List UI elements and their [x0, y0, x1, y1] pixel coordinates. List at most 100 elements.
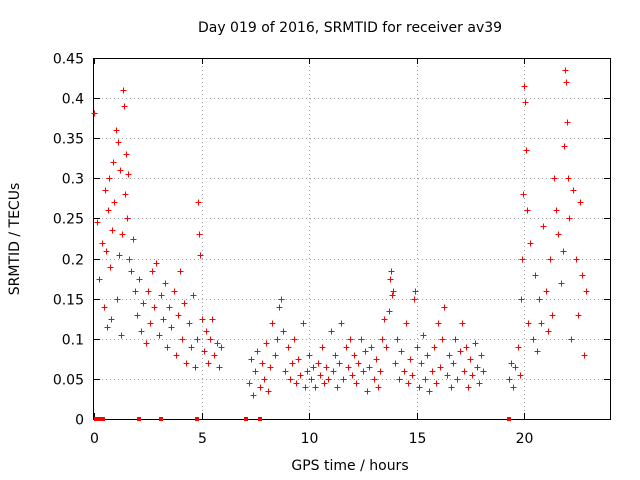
data-point: [577, 199, 584, 206]
data-point: [405, 380, 412, 387]
data-point: [429, 368, 436, 375]
data-point: [519, 256, 526, 263]
data-point: [306, 352, 313, 359]
data-point: [522, 99, 529, 106]
data-point: [110, 159, 117, 166]
data-point: [355, 360, 362, 367]
axis-ticks: [94, 58, 610, 420]
data-point: [101, 304, 108, 311]
data-point: [282, 368, 289, 375]
data-point: [506, 376, 513, 383]
data-point: [183, 360, 190, 367]
y-tick-labels: 0 0.05 0.1 0.15 0.2 0.25 0.3 0.35 0.4 0.45: [53, 52, 84, 429]
data-point: [452, 336, 459, 343]
zero-data-point: [137, 417, 141, 421]
data-point: [252, 368, 259, 375]
data-point: [459, 320, 466, 327]
data-point: [145, 288, 152, 295]
data-point: [195, 199, 202, 206]
data-point: [181, 300, 188, 307]
data-point: [379, 336, 386, 343]
data-point: [360, 368, 367, 375]
data-point: [373, 356, 380, 363]
data-point: [149, 268, 156, 275]
data-point: [461, 368, 468, 375]
data-point: [147, 320, 154, 327]
data-point: [398, 348, 405, 355]
data-point: [536, 296, 543, 303]
data-point: [125, 171, 132, 178]
data-point: [414, 344, 421, 351]
data-point: [121, 103, 128, 110]
data-point: [530, 336, 537, 343]
data-point: [512, 364, 519, 371]
data-point: [297, 372, 304, 379]
data-point: [115, 139, 122, 146]
data-point: [186, 320, 193, 327]
data-point: [323, 364, 330, 371]
data-point: [366, 364, 373, 371]
data-point: [579, 272, 586, 279]
data-point: [518, 296, 525, 303]
zero-data-point: [244, 417, 248, 421]
data-point: [194, 336, 201, 343]
data-point: [476, 380, 483, 387]
data-point: [521, 83, 528, 90]
data-point: [205, 360, 212, 367]
data-point: [412, 288, 419, 295]
data-point: [166, 304, 173, 311]
data-point: [173, 352, 180, 359]
data-point: [319, 344, 326, 351]
data-point: [177, 268, 184, 275]
data-point: [143, 340, 150, 347]
data-point: [274, 336, 281, 343]
data-point: [199, 316, 206, 323]
data-point: [446, 352, 453, 359]
data-point: [444, 372, 451, 379]
data-point: [403, 320, 410, 327]
data-point: [543, 288, 550, 295]
data-point: [134, 312, 141, 319]
data-point: [188, 344, 195, 351]
data-point: [472, 340, 479, 347]
data-point: [91, 110, 98, 117]
data-point: [285, 344, 292, 351]
data-point: [304, 368, 311, 375]
x-tick-label: 15: [409, 431, 427, 447]
data-point: [515, 344, 522, 351]
data-point: [435, 320, 442, 327]
data-point: [538, 320, 545, 327]
data-point: [99, 240, 106, 247]
data-point: [371, 376, 378, 383]
data-point: [104, 324, 111, 331]
data-point: [122, 191, 129, 198]
data-point: [353, 380, 360, 387]
data-point: [289, 360, 296, 367]
data-point: [103, 248, 110, 255]
data-point: [448, 384, 455, 391]
data-point: [338, 320, 345, 327]
data-point: [96, 276, 103, 283]
data-point: [128, 268, 135, 275]
data-point: [330, 368, 337, 375]
data-point: [310, 364, 317, 371]
data-point: [116, 252, 123, 259]
data-point: [418, 360, 425, 367]
data-point: [407, 356, 414, 363]
data-point: [325, 376, 332, 383]
data-point: [109, 227, 116, 234]
data-point: [216, 364, 223, 371]
x-tick-label: 0: [90, 431, 99, 447]
data-point: [358, 336, 365, 343]
y-tick-label: 0.25: [53, 212, 84, 228]
data-point: [347, 336, 354, 343]
chart-title: Day 019 of 2016, SRMTID for receiver av3…: [198, 20, 502, 36]
data-point: [111, 199, 118, 206]
data-point: [549, 312, 556, 319]
data-point: [401, 368, 408, 375]
data-point: [123, 151, 130, 158]
data-point: [280, 328, 287, 335]
data-point: [426, 388, 433, 395]
data-point: [246, 380, 253, 387]
data-point: [259, 360, 266, 367]
